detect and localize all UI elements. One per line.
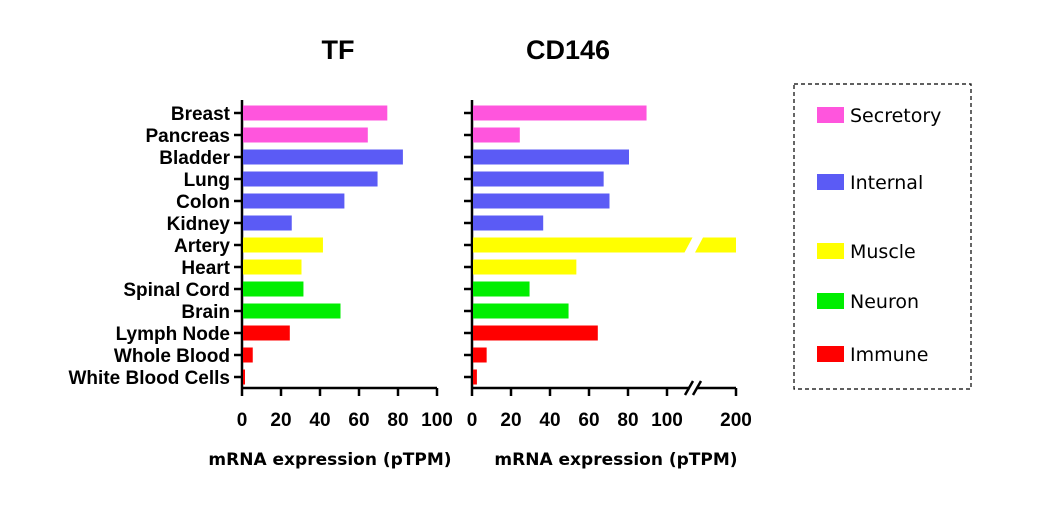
tf-bar (243, 127, 368, 143)
category-label: Colon (176, 192, 230, 213)
cd146-bar (473, 149, 629, 165)
category-label: Lung (184, 170, 230, 191)
legend-swatch (817, 243, 844, 259)
legend-label: Internal (850, 172, 923, 194)
cd146-bar (473, 347, 487, 363)
cd146-bar (473, 215, 544, 231)
tf-x-axis-label: mRNA expression (pTPM) (208, 450, 451, 470)
tf-x-tick-label: 20 (270, 410, 291, 431)
category-label: Lymph Node (116, 324, 230, 345)
cd146-x-tick-label: 40 (539, 410, 560, 431)
tf-x-tick-label: 60 (348, 410, 369, 431)
tf-bar (243, 281, 304, 297)
category-label: Bladder (159, 148, 230, 169)
cd146-bar-broken-part (695, 237, 736, 253)
legend-swatch (817, 346, 844, 362)
cd146-x-tick-label: 20 (500, 410, 521, 431)
tf-bar (243, 193, 345, 209)
legend-label: Neuron (850, 291, 919, 313)
tf-bar (243, 149, 403, 165)
tf-bar (243, 237, 323, 253)
legend-swatch (817, 174, 844, 190)
category-label: Artery (174, 236, 230, 257)
cd146-x-axis-label: mRNA expression (pTPM) (494, 450, 737, 470)
cd146-bar (473, 325, 598, 341)
cd146-bar (473, 303, 569, 319)
legend-swatch (817, 293, 844, 309)
cd146-axis-break-mark-1 (683, 380, 695, 396)
cd146-x-tick-label: 80 (617, 410, 638, 431)
cd146-panel-title: CD146 (526, 35, 610, 65)
category-label: Breast (171, 104, 231, 125)
legend-label: Muscle (850, 241, 916, 263)
tf-bar (243, 325, 290, 341)
category-label: Brain (181, 302, 230, 323)
tf-bar (243, 105, 388, 121)
cd146-bar (473, 369, 477, 385)
cd146-bar (473, 171, 604, 187)
cd146-bar (473, 105, 647, 121)
category-label: Pancreas (145, 126, 230, 147)
legend-swatch (817, 107, 844, 123)
cd146-bar (473, 127, 520, 143)
tf-bar (243, 369, 245, 385)
tf-panel-title: TF (322, 35, 355, 65)
tf-bars-group: BreastPancreasBladderLungColonKidneyArte… (69, 104, 453, 431)
cd146-axis-break-mark-2 (691, 380, 703, 396)
cd146-bars-group: 0 20 40 60 80 100 200 (464, 105, 752, 431)
category-label: Heart (181, 258, 230, 279)
tf-x-tick-label: 0 (237, 410, 248, 431)
cd146-x-tick-label: 0 (467, 410, 478, 431)
tf-bar (243, 259, 302, 275)
legend-label: Secretory (850, 105, 941, 127)
tf-bar (243, 215, 292, 231)
cd146-x-tick-label: 100 (651, 410, 683, 431)
cd146-bar (473, 259, 577, 275)
cd146-bar (473, 281, 530, 297)
legend-box (793, 83, 972, 390)
category-label: White Blood Cells (69, 368, 231, 389)
tf-x-tick-label: 40 (309, 410, 330, 431)
cd146-x-tick-label: 200 (720, 410, 752, 431)
tf-bar (243, 171, 378, 187)
category-label: Spinal Cord (123, 280, 230, 301)
category-label: Whole Blood (114, 346, 230, 367)
legend: Secretory Internal Muscle Neuron Immune (817, 105, 941, 366)
cd146-bar (473, 237, 693, 253)
legend-label: Immune (850, 344, 928, 366)
category-label: Kidney (167, 214, 231, 235)
tf-bar (243, 303, 341, 319)
cd146-bar (473, 193, 610, 209)
cd146-x-tick-label: 60 (578, 410, 599, 431)
tf-x-tick-label: 100 (421, 410, 453, 431)
tf-bar (243, 347, 253, 363)
tf-x-tick-label: 80 (387, 410, 408, 431)
